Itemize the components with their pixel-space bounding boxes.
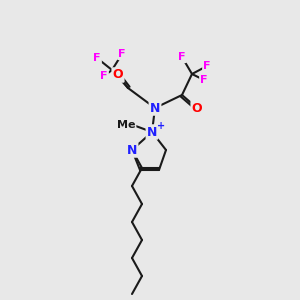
Text: N: N xyxy=(147,125,157,139)
Text: +: + xyxy=(157,121,165,131)
Text: F: F xyxy=(93,53,101,63)
Text: Me: Me xyxy=(117,120,135,130)
Text: F: F xyxy=(118,49,126,59)
Text: F: F xyxy=(100,71,108,81)
Text: N: N xyxy=(127,143,137,157)
Text: O: O xyxy=(192,101,202,115)
Text: N: N xyxy=(150,101,160,115)
Text: F: F xyxy=(200,75,208,85)
Text: F: F xyxy=(178,52,186,62)
Text: O: O xyxy=(113,68,123,82)
Text: F: F xyxy=(203,61,211,71)
